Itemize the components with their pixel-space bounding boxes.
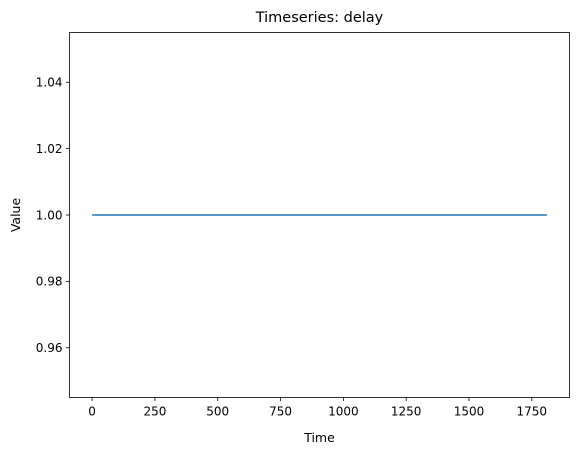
y-tick-label: 1.00 (36, 208, 63, 222)
chart-title: Timeseries: delay (255, 10, 384, 26)
y-tick-label: 1.02 (36, 142, 63, 156)
y-tick-label: 0.96 (36, 341, 63, 355)
y-axis-label: Value (8, 198, 23, 233)
x-tick-label: 500 (206, 405, 229, 419)
x-tick-label: 250 (143, 405, 166, 419)
y-tick-label: 0.98 (36, 275, 63, 289)
x-tick-label: 1000 (328, 405, 359, 419)
x-tick-label: 1500 (454, 405, 485, 419)
plot-area (69, 32, 570, 398)
x-tick-label: 1250 (391, 405, 422, 419)
x-axis-label: Time (303, 430, 335, 445)
x-tick-label: 750 (269, 405, 292, 419)
y-axis: 0.96 0.98 1.00 1.02 1.04 (36, 76, 70, 355)
y-tick-label: 1.04 (36, 76, 63, 90)
x-tick-label: 0 (88, 405, 96, 419)
x-tick-label: 1750 (517, 405, 548, 419)
x-axis: 0 250 500 750 1000 1250 1500 1750 (88, 397, 548, 419)
